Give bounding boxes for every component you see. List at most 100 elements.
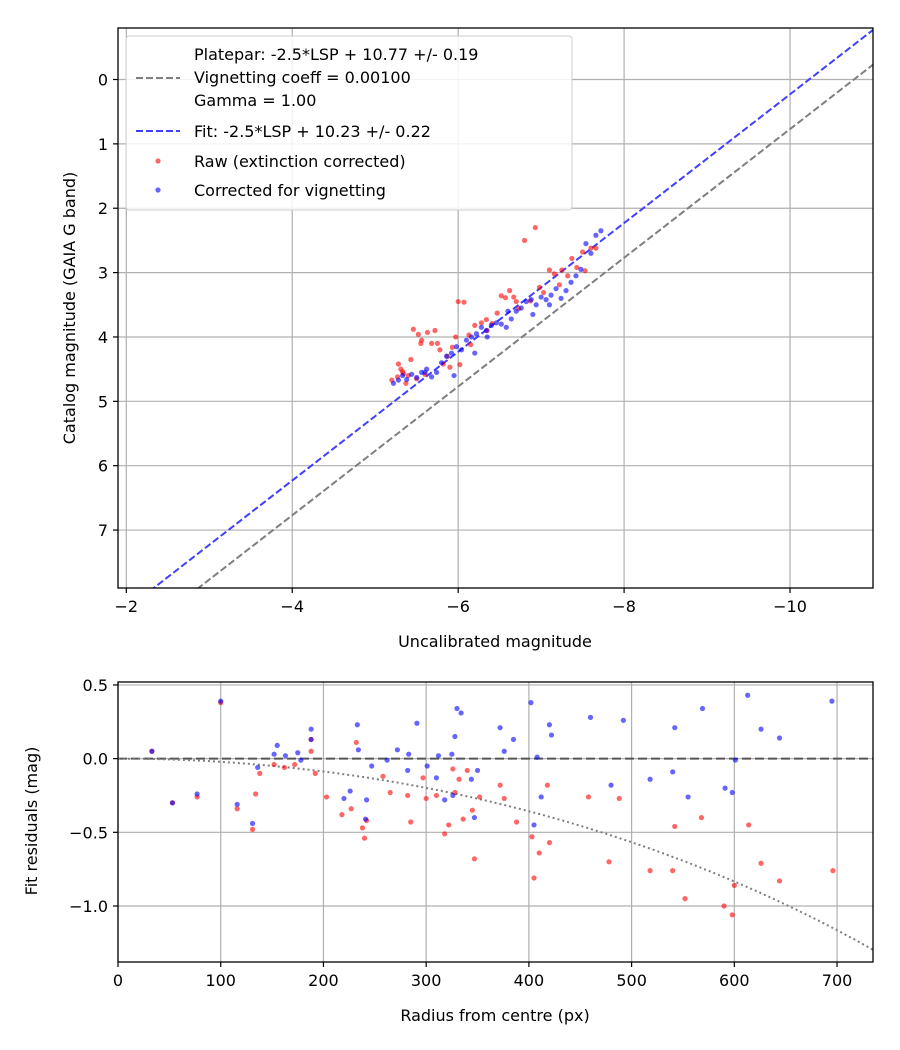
top-corrected-point: [528, 297, 534, 303]
bottom-corrected-point: [282, 753, 289, 759]
top-raw-point: [478, 320, 484, 326]
top-raw-point: [513, 298, 519, 305]
bottom-raw-point: [433, 792, 440, 799]
top-raw-point: [536, 284, 543, 291]
bottom-corrected-point: [384, 757, 390, 763]
top-raw-point: [472, 322, 478, 328]
bottom-raw-point: [471, 856, 478, 862]
top-raw-point: [582, 268, 588, 274]
top-corrected-point: [448, 350, 455, 356]
top-x-axis-label: Uncalibrated magnitude: [398, 632, 592, 651]
top-corrected-point: [399, 372, 406, 379]
top-corrected-point: [518, 305, 524, 311]
top-raw-point: [410, 326, 416, 332]
bottom-corrected-point: [424, 763, 430, 769]
bottom-raw-point: [460, 816, 466, 822]
bottom-corrected-point: [608, 782, 614, 788]
top-raw-point: [408, 356, 414, 363]
bottom-raw-point: [292, 761, 298, 768]
bottom-x-tick-label: 500: [616, 971, 647, 990]
bottom-corrected-point: [218, 698, 224, 704]
top-corrected-point: [573, 273, 579, 279]
top-corrected-point: [533, 302, 539, 308]
top-raw-point: [498, 293, 504, 299]
bottom-corrected-point: [732, 757, 738, 763]
bottom-corrected-point: [249, 820, 256, 827]
bottom-corrected-point: [194, 791, 200, 797]
legend-fit-label: Fit: -2.5*LSP + 10.23 +/- 0.22: [194, 122, 431, 141]
legend-platepar-line-2: Vignetting coeff = 0.00100: [194, 68, 411, 87]
bottom-raw-point: [450, 766, 456, 772]
bottom-corrected-point: [406, 751, 412, 757]
top-raw-point: [521, 237, 528, 244]
top-x-tick-label: −10: [773, 597, 807, 616]
bottom-raw-point: [830, 868, 836, 874]
bottom-raw-point: [387, 789, 393, 796]
top-raw-point: [418, 340, 424, 347]
top-raw-point: [434, 340, 441, 347]
top-corrected-point: [553, 286, 559, 292]
top-raw-point: [457, 362, 463, 368]
top-corrected-point: [473, 331, 480, 337]
bottom-corrected-point: [308, 736, 314, 743]
top-corrected-point: [453, 344, 460, 350]
top-corrected-point: [558, 295, 564, 301]
top-corrected-point: [472, 350, 478, 356]
bottom-corrected-point: [355, 747, 361, 753]
top-plot-frame: [117, 27, 874, 589]
legend-platepar-line-3: Gamma = 1.00: [194, 91, 316, 110]
top-corrected-point: [429, 374, 435, 380]
bottom-axis-ticks: 0 100 200 300 400 500 600 700 0.5 0.0 −0.5 −1.0: [69, 676, 852, 990]
top-raw-point: [415, 331, 421, 337]
bottom-corrected-point: [548, 732, 555, 738]
bottom-corrected-point: [685, 794, 691, 800]
bottom-corrected-point: [414, 720, 420, 726]
top-raw-point: [551, 271, 558, 277]
top-raw-point: [593, 245, 599, 251]
bottom-corrected-point: [546, 722, 553, 728]
bottom-raw-point: [672, 823, 678, 830]
bottom-raw-point: [529, 834, 535, 840]
bottom-raw-point: [536, 850, 542, 856]
top-raw-point: [453, 334, 459, 340]
top-raw-point: [424, 329, 431, 336]
bottom-x-axis-label: Radius from centre (px): [400, 1006, 589, 1025]
bottom-raw-point: [776, 878, 783, 884]
bottom-corrected-point: [149, 748, 155, 754]
bottom-y-axis-label: Fit residuals (mag): [22, 747, 41, 896]
top-chart: −2 −4 −6 −8 −10 0 1 2 3 4 5 6 7 Uncalibrated magnitu…: [60, 27, 874, 651]
top-raw-point: [556, 282, 562, 288]
bottom-corrected-point: [405, 767, 411, 774]
bottom-raw-point: [531, 875, 537, 881]
top-reference-lines: [152, 29, 873, 588]
top-corrected-point: [588, 250, 594, 256]
top-corrected-point: [543, 297, 549, 303]
top-corrected-point: [563, 288, 569, 294]
top-raw-point: [432, 327, 438, 334]
bottom-raw-point: [271, 761, 277, 768]
bottom-corrected-point: [354, 722, 360, 728]
top-corrected-point: [505, 308, 511, 314]
bottom-grid: [117, 682, 873, 962]
top-scatter-points: [389, 224, 604, 386]
bottom-raw-point: [446, 822, 452, 828]
bottom-corrected-point: [255, 764, 261, 771]
top-corrected-point: [508, 316, 514, 322]
bottom-raw-point: [746, 822, 752, 828]
bottom-raw-point: [698, 814, 705, 821]
bottom-raw-point: [670, 868, 676, 874]
bottom-raw-point: [476, 794, 483, 800]
top-x-tick-label: −8: [612, 597, 636, 616]
vignetting-curve: [118, 757, 874, 951]
top-corrected-point: [433, 369, 440, 375]
top-raw-point: [507, 288, 513, 294]
top-raw-point: [588, 245, 594, 251]
bottom-raw-point: [731, 882, 737, 888]
fit-line: [152, 29, 873, 588]
top-raw-point: [399, 369, 406, 375]
bottom-raw-point: [513, 819, 520, 825]
legend: Platepar: -2.5*LSP + 10.77 +/- 0.19 Vign…: [125, 35, 573, 211]
bottom-raw-point: [348, 806, 354, 812]
top-x-tick-label: −2: [114, 597, 138, 616]
